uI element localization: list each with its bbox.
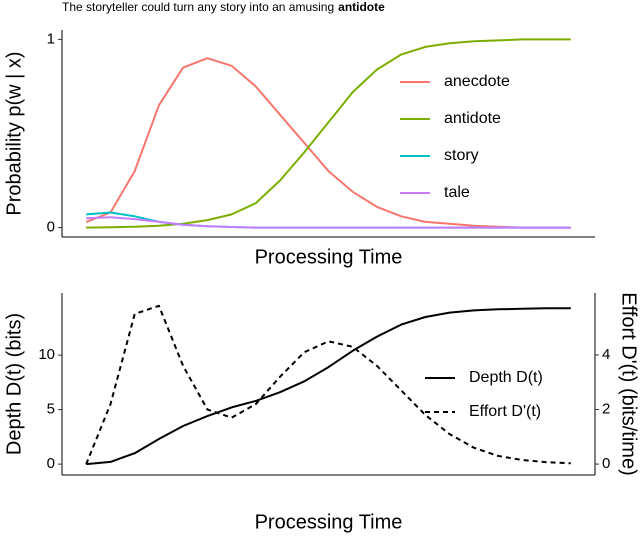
y-tick-label: 0 — [47, 455, 55, 472]
x-axis-label: Processing Time — [255, 511, 403, 533]
title-part: The storyteller could turn any story int… — [62, 0, 334, 14]
legend-label: anecdote — [444, 73, 510, 90]
y-tick-label: 5 — [47, 401, 55, 418]
series-line — [86, 216, 571, 229]
y-tick-label: 0 — [47, 219, 55, 236]
x-axis-label: Processing Time — [255, 246, 403, 268]
legend-label: Effort D'(t) — [469, 403, 541, 420]
y-tick-label: 10 — [38, 346, 55, 363]
series-line — [86, 307, 571, 466]
y-tick-label: 1 — [47, 30, 55, 47]
title-part: antidote — [338, 0, 385, 14]
chart-title: The storyteller could turn any story int… — [62, 0, 385, 14]
legend-label: story — [444, 147, 479, 164]
legend-label: Depth D(t) — [469, 369, 543, 386]
series-line — [86, 38, 571, 229]
series-line — [85, 57, 571, 229]
legend-label: tale — [444, 184, 470, 201]
y2-tick-label: 0 — [602, 455, 610, 472]
y-axis-label: Probability p(w | x) — [3, 51, 25, 215]
y2-axis-label: Effort D'(t) (bits/time) — [618, 292, 640, 475]
legend-label: antidote — [444, 110, 501, 127]
y-axis-label: Depth D(t) (bits) — [3, 313, 25, 455]
series-line — [85, 304, 571, 465]
y2-tick-label: 4 — [602, 346, 610, 363]
y2-tick-label: 2 — [602, 400, 610, 417]
